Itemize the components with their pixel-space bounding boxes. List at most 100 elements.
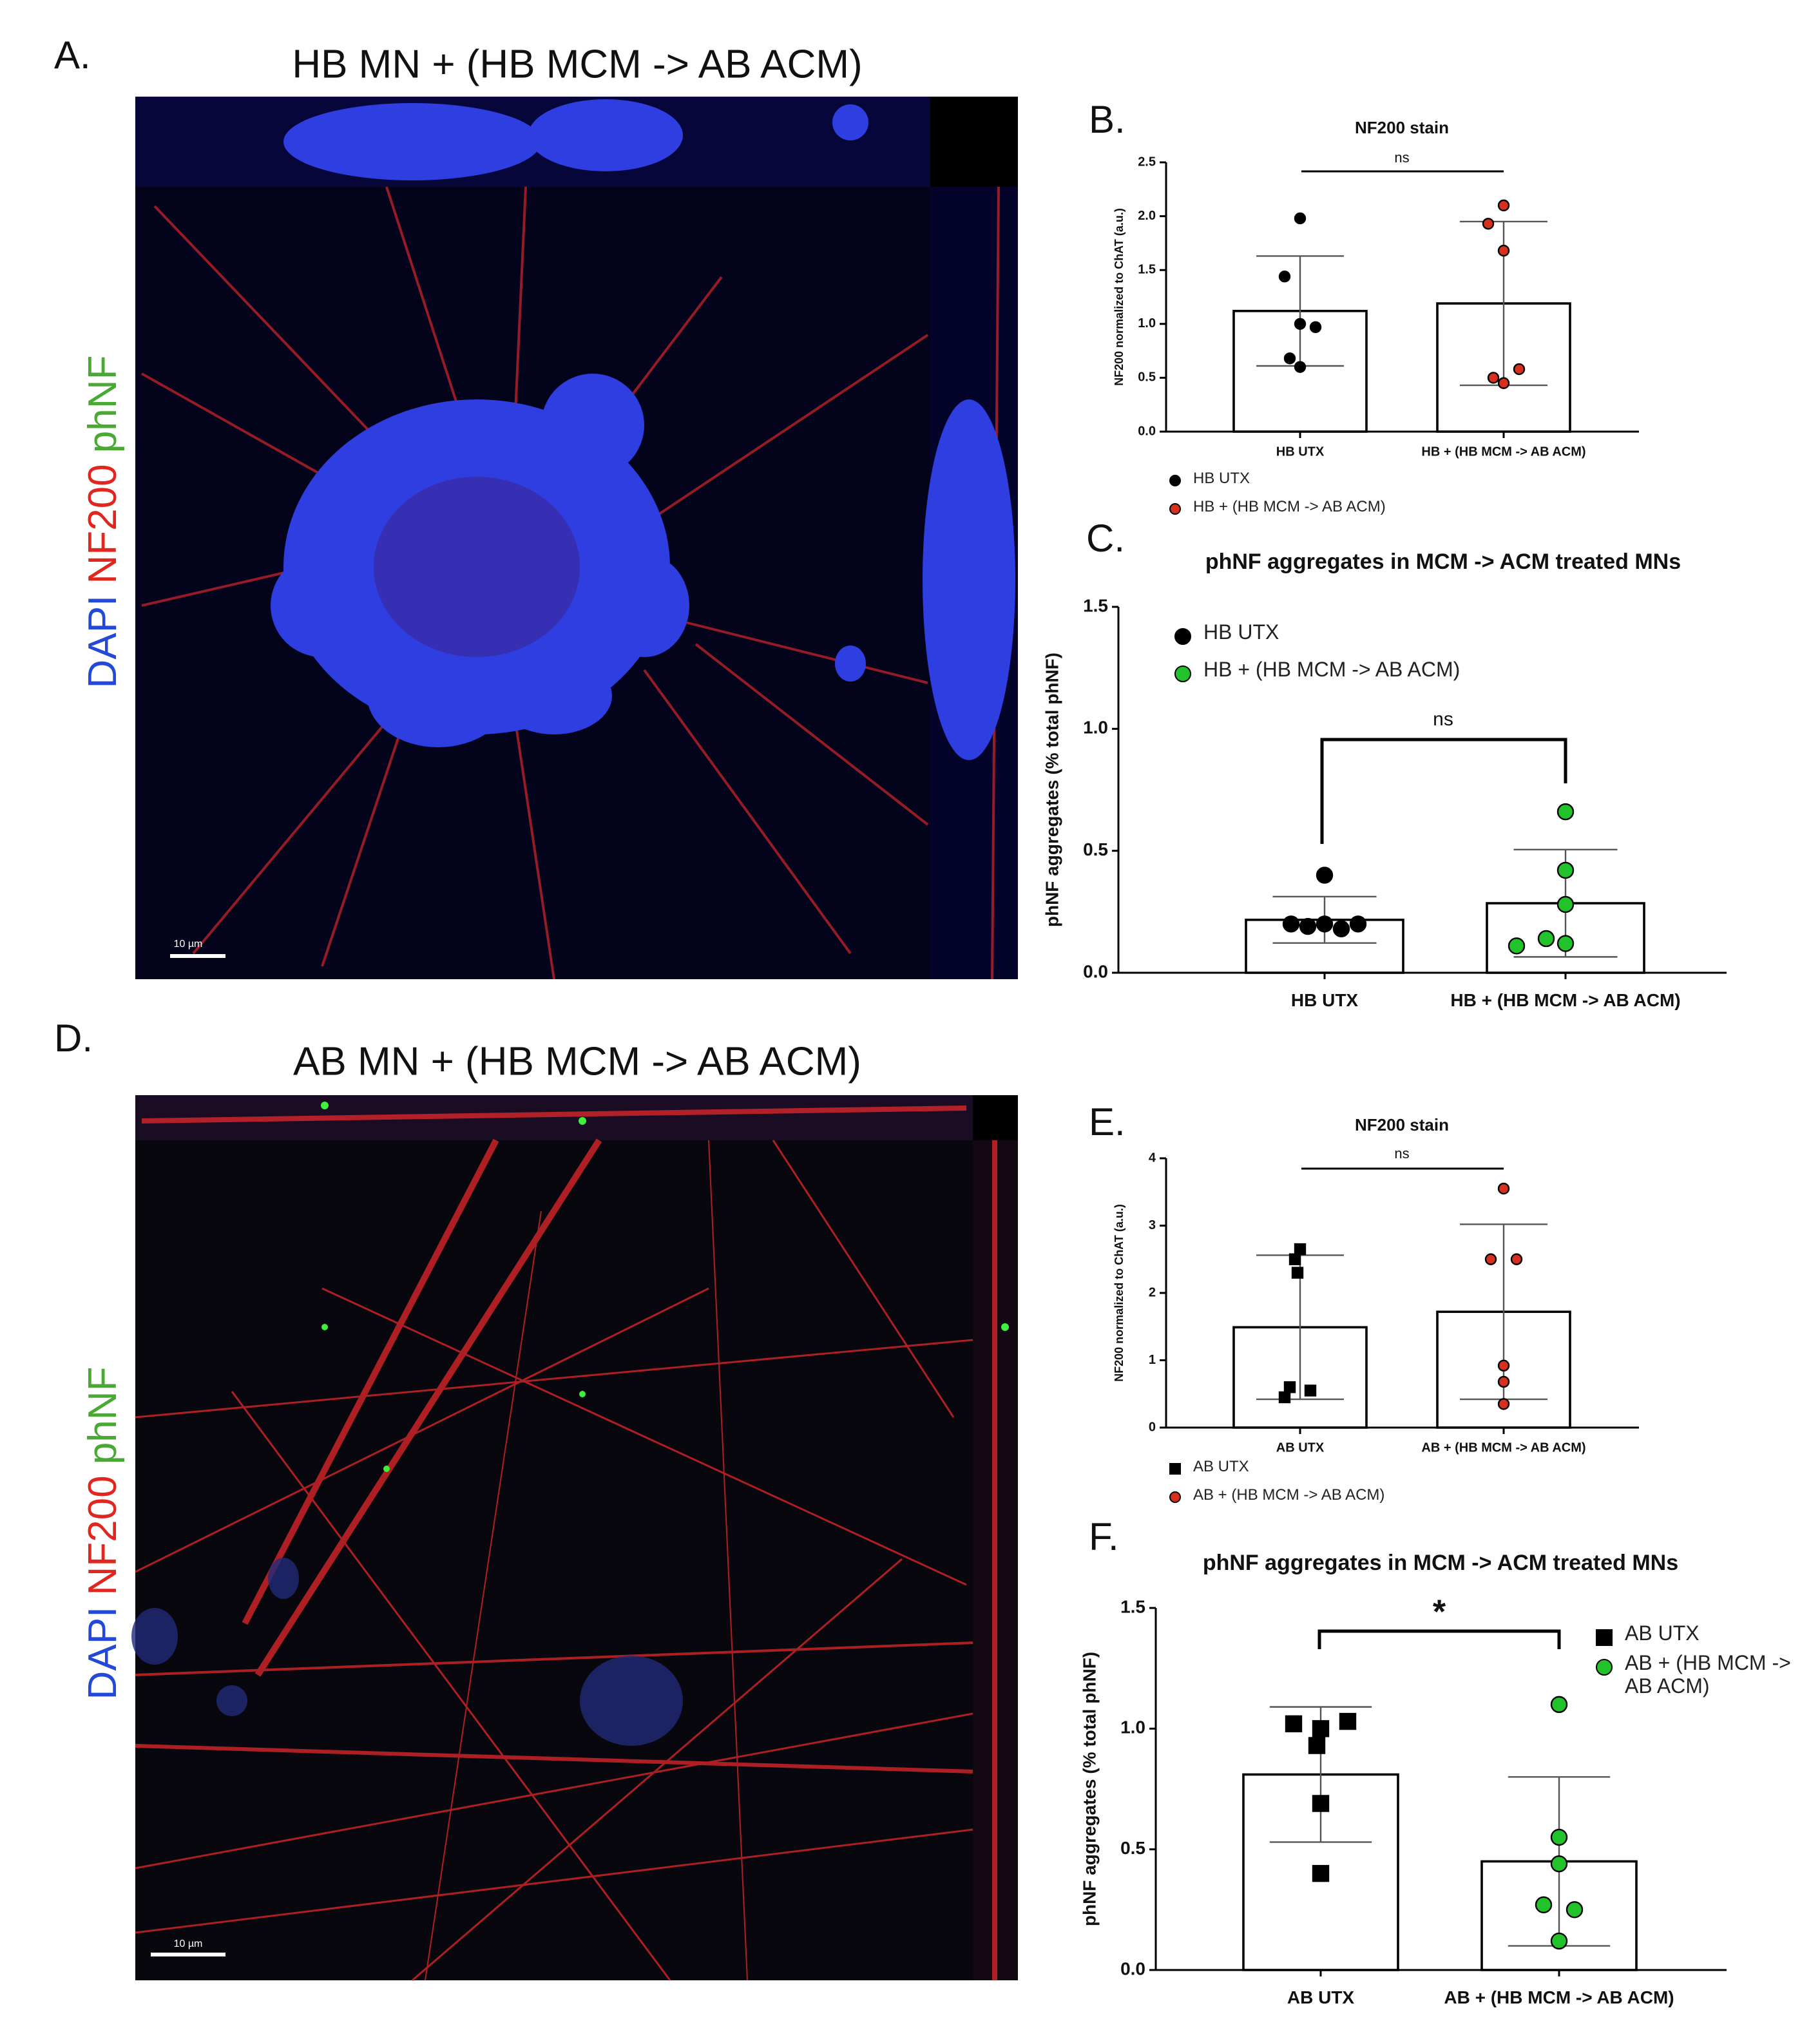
data-point [1278,271,1291,283]
data-point [1312,1795,1330,1812]
data-point [1557,803,1575,821]
y-tick-label: 0.5 [1120,1838,1145,1858]
legend-swatch [1169,1491,1181,1503]
data-point [1312,1864,1330,1882]
y-tick-label: 0.5 [1083,839,1108,859]
y-tick-label: 4 [1149,1151,1156,1165]
stain-name: phNF [81,356,125,454]
micrograph-d [131,1095,1018,1982]
y-tick-label: 1.5 [1138,262,1156,276]
data-point [1316,915,1334,933]
legend-entry: AB + (HB MCM -> AB ACM) [1625,1652,1791,1699]
y-axis-label: NF200 normalized to ChAT (a.u.) [1113,208,1126,386]
data-point [1316,866,1334,884]
panel-letter: B. [1089,98,1126,141]
legend-swatch [1169,475,1181,486]
stain-name: NF200 [81,464,125,584]
significance-bracket [1320,738,1567,844]
data-point [1510,1253,1523,1265]
data-point [1283,1381,1296,1393]
chart-title: NF200 stain [1355,118,1449,137]
legend-swatch [1174,665,1191,682]
legend-swatch [1596,1629,1613,1646]
data-point [1278,1391,1291,1404]
legend-entry: HB + (HB MCM -> AB ACM) [1203,659,1461,682]
data-point [1294,212,1307,225]
legend-swatch [1596,1659,1613,1676]
y-tick-label: 1.5 [1120,1596,1145,1616]
y-tick-label: 1.0 [1138,316,1156,330]
legend-marker [1169,475,1181,486]
legend-label: AB + (HB MCM -> AB ACM) [1625,1652,1791,1699]
legend-entry: AB UTX [1193,1458,1249,1475]
legend-label: HB UTX [1203,622,1279,644]
legend-label: AB UTX [1193,1458,1249,1475]
y-tick-label: 1 [1149,1353,1156,1367]
significance-bracket [1317,1629,1561,1649]
y-tick-label: 0.0 [1138,424,1156,438]
chart-title: NF200 stain [1355,1115,1449,1134]
panel-letter: D. [54,1017,93,1060]
legend-marker [1174,665,1191,682]
legend-marker [1174,628,1191,645]
stain-name: phNF [81,1367,125,1465]
legend-entry: AB UTX [1625,1623,1700,1645]
data-point [1312,1720,1330,1737]
legend-entry: HB UTX [1193,470,1250,486]
data-point [1308,1737,1326,1754]
legend-marker [1596,1629,1613,1646]
data-point [1294,318,1307,330]
legend-entry: HB + (HB MCM -> AB ACM) [1193,498,1386,515]
data-point [1299,917,1317,935]
y-tick-label: 2.0 [1138,209,1156,223]
data-point [1497,377,1510,389]
micrograph-a [135,97,1018,980]
legend-label: AB + (HB MCM -> AB ACM) [1193,1486,1385,1504]
data-point [1550,1932,1568,1950]
data-point [1285,1715,1303,1733]
chart-title: phNF aggregates in MCM -> ACM treated MN… [1205,550,1681,574]
significance-label: ns [1394,149,1409,166]
x-tick-label: AB + (HB MCM -> AB ACM) [1421,1440,1585,1455]
x-tick-label: HB UTX [1276,445,1325,459]
legend-entry: HB UTX [1203,622,1279,644]
y-axis-label: phNF aggregates (% total phNF) [1080,1652,1100,1926]
panel-letter: C. [1086,517,1125,560]
data-point [1283,352,1296,365]
scale-bar-label: 10 µm [174,939,203,950]
data-point [1497,244,1510,257]
data-point [1537,930,1555,948]
significance-label: ns [1394,1145,1409,1162]
data-point [1497,1398,1510,1410]
y-tick-label: 0.0 [1120,1958,1145,1978]
y-tick-label: 0.5 [1138,370,1156,385]
data-point [1557,861,1575,879]
y-tick-label: 1.0 [1083,718,1108,738]
legend-swatch [1169,1463,1181,1475]
legend-label: HB + (HB MCM -> AB ACM) [1203,659,1461,682]
y-tick-label: 3 [1149,1218,1156,1232]
legend-label: AB UTX [1625,1623,1700,1645]
data-point [1550,1696,1568,1714]
data-point [1294,1243,1307,1256]
data-point [1566,1901,1584,1918]
y-axis-label: NF200 normalized to ChAT (a.u.) [1113,1204,1126,1382]
stain-name: DAPI [81,595,125,689]
legend-swatch [1169,503,1181,515]
stain-name: DAPI [81,1607,125,1700]
data-point [1487,372,1500,384]
y-tick-label: 1.5 [1083,595,1108,615]
data-point [1497,1359,1510,1372]
data-point [1332,920,1350,938]
data-point [1535,1896,1553,1914]
data-point [1550,1855,1568,1873]
data-point [1497,1182,1510,1195]
stain-label: DAPI NF200 phNF [81,1367,125,1700]
data-point [1550,1828,1568,1846]
legend-label: HB + (HB MCM -> AB ACM) [1193,498,1386,515]
legend-marker [1596,1659,1613,1676]
data-point [1294,361,1307,373]
panel-letter: E. [1089,1100,1126,1143]
data-point [1513,363,1526,376]
